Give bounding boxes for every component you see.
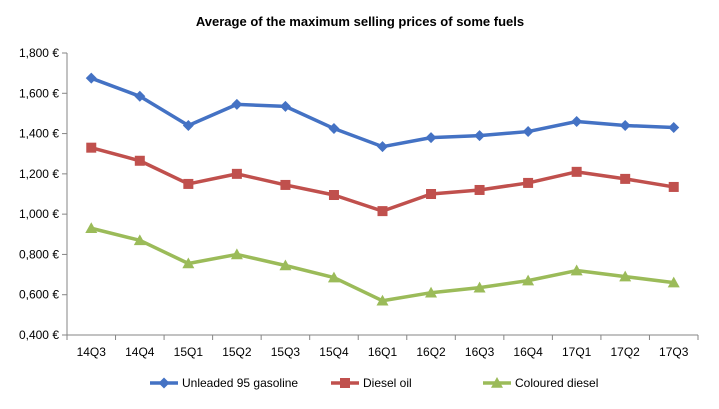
data-point	[279, 100, 291, 112]
data-point	[327, 271, 340, 283]
data-point	[522, 126, 534, 138]
data-point	[376, 294, 389, 306]
data-point	[377, 141, 388, 153]
x-axis-ticks: 14Q3 14Q4 15Q1 15Q2 15Q3 15Q4 16Q1 16Q2 16Q3 16Q4…	[66, 335, 699, 359]
data-point	[377, 206, 388, 217]
y-tick-label: 1,000 €	[19, 207, 59, 221]
x-tick-label: 17Q1	[562, 345, 592, 359]
series-line	[90, 76, 674, 149]
y-tick-label: 1,200 €	[19, 167, 59, 181]
x-tick-label: 16Q3	[465, 345, 495, 359]
y-tick-label: 1,800 €	[19, 46, 59, 60]
legend-label: Unleaded 95 gasoline	[182, 376, 298, 390]
data-point	[667, 276, 680, 288]
legend-label: Diesel oil	[363, 376, 412, 390]
data-point	[134, 90, 146, 102]
x-tick-label: 14Q4	[125, 345, 155, 359]
data-point	[426, 189, 437, 199]
x-tick-label: 16Q4	[513, 345, 543, 359]
x-tick-label: 17Q3	[659, 345, 689, 359]
data-point	[571, 166, 582, 177]
x-tick-label: 15Q3	[271, 345, 301, 359]
data-point	[183, 178, 194, 189]
series-line	[90, 226, 674, 303]
data-point	[425, 132, 437, 144]
x-tick-label: 16Q2	[416, 345, 446, 359]
data-point	[86, 142, 97, 153]
y-tick-label: 1,600 €	[19, 86, 59, 100]
chart-series	[85, 72, 680, 306]
y-tick-label: 0,400 €	[19, 328, 59, 342]
series-line	[90, 145, 675, 213]
x-tick-label: 16Q1	[368, 345, 398, 359]
data-point	[668, 122, 680, 134]
data-point	[85, 72, 97, 84]
legend-item: Unleaded 95 gasoline	[150, 376, 298, 390]
data-point	[474, 130, 486, 142]
x-tick-label: 15Q4	[319, 345, 349, 359]
data-point	[619, 120, 631, 132]
data-point	[668, 181, 679, 192]
data-point	[328, 123, 340, 135]
data-point	[230, 248, 243, 260]
data-point	[522, 274, 535, 286]
legend-label: Coloured diesel	[515, 376, 598, 390]
y-tick-label: 1,400 €	[19, 127, 59, 141]
data-point	[473, 281, 486, 293]
y-tick-label: 0,600 €	[19, 288, 59, 302]
x-tick-label: 15Q2	[222, 345, 252, 359]
legend-item: Coloured diesel	[483, 376, 598, 390]
data-point	[523, 177, 534, 188]
chart-legend: Unleaded 95 gasoline Diesel oil Coloured d…	[150, 376, 598, 390]
data-point	[133, 234, 146, 246]
series-diesel-oil	[86, 142, 679, 217]
x-tick-label: 17Q2	[611, 345, 641, 359]
chart-axes	[66, 53, 698, 336]
x-tick-label: 15Q1	[174, 345, 204, 359]
data-point	[425, 286, 438, 298]
legend-marker	[158, 377, 170, 389]
data-point	[328, 190, 339, 201]
data-point	[134, 155, 145, 166]
data-point	[231, 168, 242, 179]
x-tick-label: 14Q3	[77, 345, 107, 359]
data-point	[231, 98, 243, 110]
data-point	[619, 270, 632, 282]
legend-marker	[340, 378, 350, 388]
data-point	[571, 115, 583, 127]
data-point	[85, 222, 98, 234]
y-axis-ticks: 0,400 € 0,600 € 0,800 € 1,000 € 1,200 € 1,400…	[19, 46, 67, 342]
data-point	[570, 264, 583, 276]
data-point	[474, 184, 485, 195]
data-point	[279, 259, 292, 271]
series-coloured-diesel	[85, 222, 680, 306]
y-tick-label: 0,800 €	[19, 247, 59, 261]
chart-title: Average of the maximum selling prices of…	[196, 14, 524, 29]
legend-marker	[491, 377, 503, 388]
legend-item: Diesel oil	[331, 376, 412, 390]
data-point	[182, 120, 194, 132]
data-point	[280, 179, 291, 190]
data-point	[182, 257, 195, 269]
data-point	[620, 173, 631, 184]
series-unleaded-95-gasoline	[85, 72, 680, 153]
